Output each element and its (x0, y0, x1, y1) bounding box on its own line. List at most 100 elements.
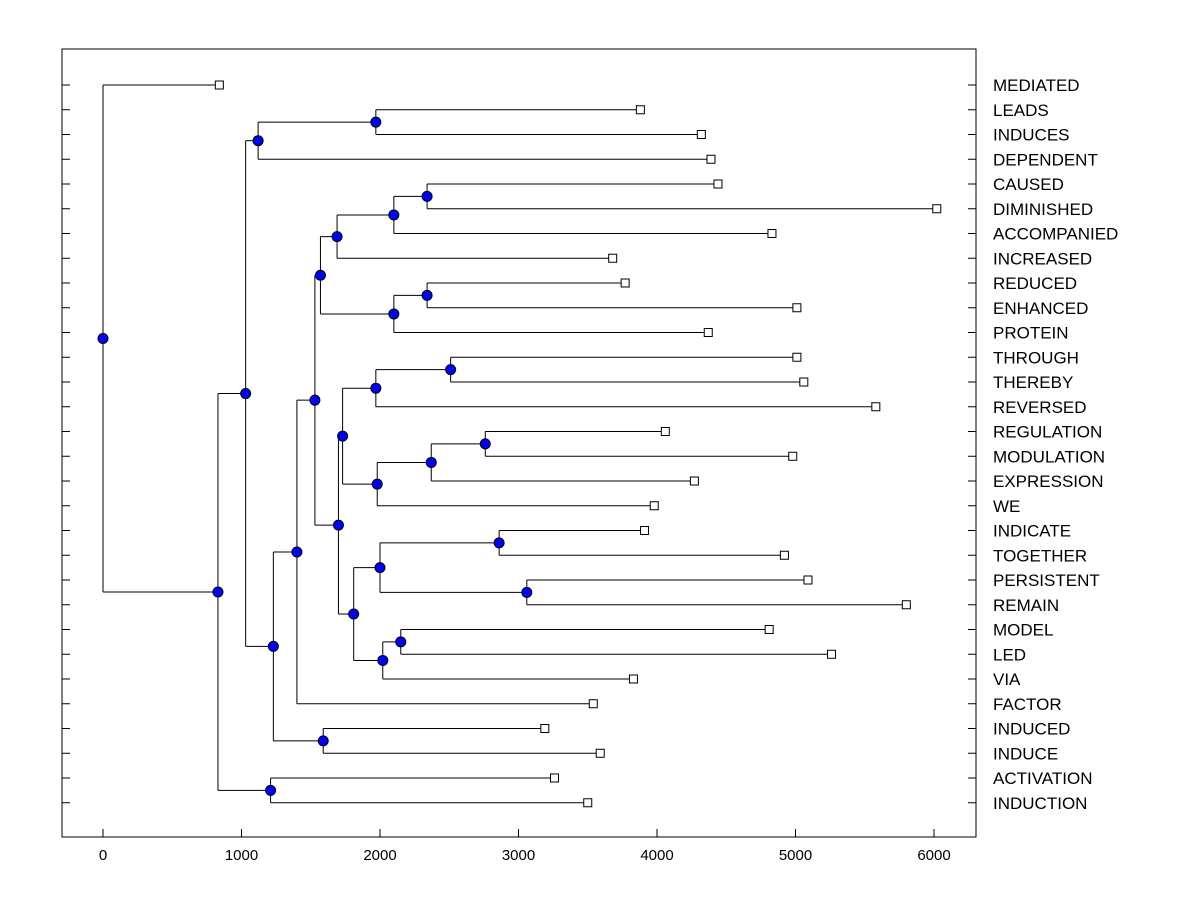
leaf-label: INDUCES (993, 126, 1070, 145)
merge-node (374, 562, 386, 574)
merge-node (421, 289, 433, 301)
leaf-marker (608, 253, 618, 263)
leaf-label: LEADS (993, 101, 1049, 120)
leaf-label: THEREBY (993, 373, 1073, 392)
x-tick-label: 5000 (779, 847, 812, 864)
merge-node (97, 332, 109, 344)
merge-node (370, 116, 382, 128)
leaf-marker (779, 550, 789, 560)
merge-node (521, 586, 533, 598)
merge-node (337, 430, 349, 442)
x-tick-label: 1000 (225, 847, 258, 864)
leaf-markers (214, 80, 942, 808)
merge-node (377, 654, 389, 666)
leaf-label: VIA (993, 670, 1021, 689)
x-tick-label: 3000 (502, 847, 535, 864)
merge-node (388, 308, 400, 320)
merge-node-markers (97, 116, 533, 796)
leaf-marker (901, 600, 911, 610)
leaf-label: ACCOMPANIED (993, 225, 1118, 244)
leaf-marker (689, 476, 699, 486)
merge-node (317, 735, 329, 747)
leaf-label: INDUCTION (993, 794, 1087, 813)
x-tick-label: 6000 (917, 847, 950, 864)
merge-node (332, 519, 344, 531)
leaf-label: LED (993, 645, 1026, 664)
leaf-label: PROTEIN (993, 324, 1069, 343)
leaf-label: MODULATION (993, 447, 1105, 466)
y-tick-marks (62, 84, 976, 804)
x-tick-label: 0 (99, 847, 107, 864)
leaf-marker (788, 451, 798, 461)
leaf-marker (635, 105, 645, 115)
merge-node (421, 190, 433, 202)
merge-node (212, 586, 224, 598)
leaf-marker (827, 649, 837, 659)
leaf-label: CAUSED (993, 175, 1064, 194)
leaf-label: INCREASED (993, 249, 1092, 268)
leaf-marker (620, 278, 630, 288)
leaf-marker (540, 724, 550, 733)
merge-node (493, 537, 505, 549)
merge-node (331, 231, 343, 243)
leaf-marker (214, 80, 224, 90)
leaf-label: THROUGH (993, 348, 1079, 367)
leaf-marker (628, 674, 638, 684)
x-axis-ticks: 0 1000 2000 3000 4000 5000 6000 (99, 829, 951, 864)
merge-node (291, 546, 303, 558)
merge-node (371, 478, 383, 490)
leaf-marker (583, 798, 593, 808)
leaf-marker (799, 377, 809, 387)
leaf-label: INDICATE (993, 522, 1071, 541)
merge-node (425, 456, 437, 468)
x-tick-label: 2000 (363, 847, 396, 864)
leaf-label: MEDIATED (993, 76, 1080, 95)
leaf-marker (649, 501, 659, 511)
leaf-label: PERSISTENT (993, 571, 1100, 590)
leaf-marker (588, 699, 598, 709)
leaf-marker (550, 773, 560, 783)
leaf-label: INDUCE (993, 744, 1058, 763)
leaf-label: ENHANCED (993, 299, 1088, 318)
leaf-marker (803, 575, 813, 585)
merge-node (445, 364, 457, 376)
leaf-label: DEPENDENT (993, 150, 1098, 169)
leaf-marker (703, 328, 713, 337)
leaf-marker (595, 748, 605, 758)
leaf-marker (660, 427, 670, 436)
leaf-label: WE (993, 497, 1020, 516)
leaf-label: TOGETHER (993, 546, 1087, 565)
leaf-label: REGULATION (993, 423, 1102, 442)
leaf-marker (640, 526, 650, 535)
plot-frame (61, 48, 977, 838)
leaf-label: INDUCED (993, 720, 1070, 739)
leaf-label: MODEL (993, 621, 1053, 640)
merge-node (314, 269, 326, 281)
leaf-label: EXPRESSION (993, 472, 1104, 491)
leaf-label: FACTOR (993, 695, 1062, 714)
merge-node (265, 784, 277, 796)
merge-node (395, 636, 407, 648)
leaf-marker (792, 303, 802, 313)
merge-node (240, 388, 252, 400)
leaf-marker (767, 229, 777, 238)
leaf-label: REVERSED (993, 398, 1087, 417)
leaf-label: REMAIN (993, 596, 1059, 615)
leaf-marker (764, 625, 774, 634)
leaf-label: REDUCED (993, 274, 1077, 293)
leaf-marker (696, 130, 706, 139)
leaf-marker (932, 204, 942, 214)
merge-node (479, 438, 491, 450)
leaf-marker (871, 402, 881, 412)
merge-node (252, 135, 264, 147)
merge-node (370, 382, 382, 394)
merge-node (388, 209, 400, 221)
leaf-marker (706, 154, 716, 164)
leaf-marker (713, 179, 723, 189)
dendrogram-links (102, 84, 937, 804)
leaf-label: ACTIVATION (993, 769, 1093, 788)
merge-node (309, 394, 321, 406)
merge-node (267, 640, 279, 652)
x-tick-label: 4000 (640, 847, 673, 864)
